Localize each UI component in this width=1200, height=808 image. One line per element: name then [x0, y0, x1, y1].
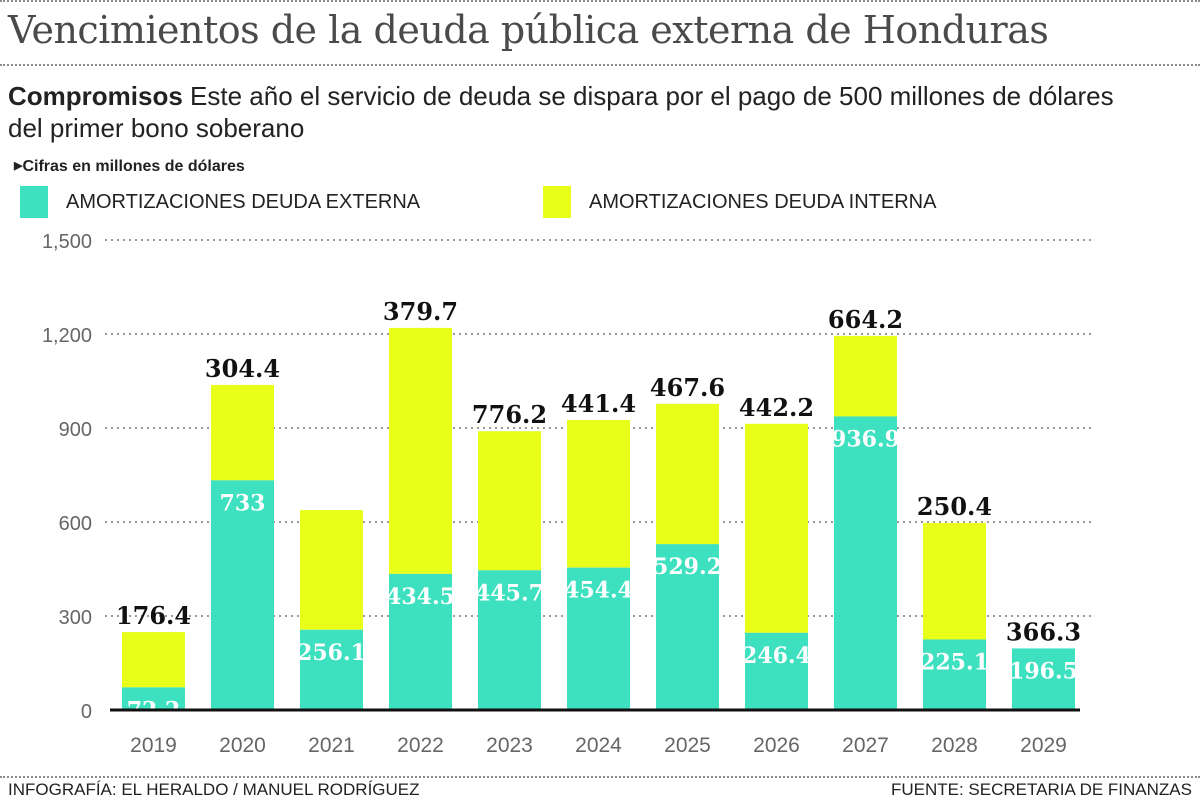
footer-credit: INFOGRAFÍA: EL HERALDO / MANUEL RODRÍGUE… — [8, 780, 420, 799]
data-labels: 72.2176.4733304.4256.1434.5379.7445.7776… — [116, 297, 1081, 723]
data-label-total: 366.3 — [1006, 617, 1081, 646]
y-tick-label: 900 — [59, 419, 92, 441]
data-label-total: 467.6 — [650, 373, 725, 402]
y-tick-label: 1,500 — [42, 231, 92, 253]
title-top-rule — [0, 0, 1200, 2]
data-label-total: 304.4 — [205, 354, 280, 383]
bar-segment-externa — [478, 570, 541, 710]
legend-label-externa: AMORTIZACIONES DEUDA EXTERNA — [66, 190, 421, 213]
bar-segment-externa — [923, 639, 986, 710]
data-label-total: 176.4 — [116, 601, 191, 630]
y-tick-label: 1,200 — [42, 325, 92, 347]
x-tick-label: 2021 — [308, 734, 355, 757]
x-tick-label: 2019 — [130, 734, 177, 757]
data-label-total: 776.2 — [472, 400, 547, 429]
bar-segment-externa — [745, 632, 808, 710]
x-tick-label: 2029 — [1020, 734, 1067, 757]
data-label-externa: 196.5 — [1009, 658, 1078, 684]
title-bottom-rule — [0, 64, 1200, 66]
y-tick-label: 0 — [81, 701, 92, 723]
bar-segment-externa — [211, 480, 274, 710]
legend-swatch-interna — [543, 186, 571, 218]
bar-segment-externa — [389, 573, 452, 710]
triangle-right-icon: ▶ — [14, 160, 23, 172]
x-tick-label: 2023 — [486, 734, 533, 757]
y-tick-label: 300 — [59, 607, 92, 629]
data-label-total: 250.4 — [917, 492, 992, 521]
data-label-externa: 445.7 — [475, 580, 544, 606]
page-title: Vencimientos de la deuda pública externa… — [8, 8, 1049, 52]
bar-segment-interna — [211, 384, 274, 481]
bar-segment-externa — [656, 544, 719, 710]
x-tick-label: 2020 — [219, 734, 266, 757]
bar-segment-externa — [567, 567, 630, 710]
footer-source: FUENTE: SECRETARIA DE FINANZAS — [890, 780, 1192, 799]
axes: 0 300 600 900 1,200 1,500 2019 2020 2021 2022 2023… — [42, 231, 1080, 757]
data-label-total: 442.2 — [739, 393, 814, 422]
legend-swatch-externa — [20, 186, 48, 218]
subtitle-text: Este año el servicio de deuda se dispara… — [8, 81, 1114, 143]
data-label-externa: 454.4 — [564, 578, 633, 604]
bar-segment-interna — [745, 423, 808, 633]
x-tick-label: 2025 — [664, 734, 711, 757]
bar-segment-externa — [122, 687, 185, 710]
legend-item-externa: AMORTIZACIONES DEUDA EXTERNA — [20, 186, 420, 218]
units-note: ▶Cifras en millones de dólares — [14, 158, 245, 176]
data-label-externa: 434.5 — [386, 584, 455, 610]
data-label-externa: 936.9 — [831, 426, 900, 452]
bar-segment-externa — [300, 629, 363, 710]
data-label-externa: 733 — [220, 490, 266, 516]
legend-label-interna: AMORTIZACIONES DEUDA INTERNA — [589, 190, 937, 213]
x-tick-label: 2022 — [397, 734, 444, 757]
bar-segment-interna — [923, 522, 986, 640]
data-label-total: 441.4 — [561, 389, 636, 418]
subtitle-lead: Compromisos — [8, 81, 183, 111]
data-label-externa: 225.1 — [920, 649, 989, 675]
bar-segment-externa — [1012, 648, 1075, 710]
x-tick-label: 2027 — [842, 734, 889, 757]
bar-segment-interna — [389, 327, 452, 574]
bar-segment-externa — [834, 416, 897, 710]
units-note-text: Cifras en millones de dólares — [22, 158, 245, 175]
x-tick-label: 2028 — [931, 734, 978, 757]
data-label-externa: 256.1 — [297, 640, 366, 666]
data-label-externa: 246.4 — [742, 643, 811, 669]
data-label-total: 664.2 — [828, 305, 903, 334]
bars — [122, 327, 1075, 710]
footer-rule — [0, 776, 1200, 778]
bar-segment-interna — [478, 431, 541, 571]
x-tick-label: 2026 — [753, 734, 800, 757]
bar-segment-interna — [656, 403, 719, 545]
data-label-total: 379.7 — [383, 297, 458, 326]
subtitle: Compromisos Este año el servicio de deud… — [8, 80, 1128, 144]
bar-segment-interna — [300, 510, 363, 630]
bar-segment-interna — [567, 420, 630, 568]
y-tick-label: 600 — [59, 513, 92, 535]
bar-segment-interna — [122, 632, 185, 688]
data-label-externa: 529.2 — [653, 554, 722, 580]
x-tick-label: 2024 — [575, 734, 622, 757]
bar-segment-interna — [834, 335, 897, 417]
legend-item-interna: AMORTIZACIONES DEUDA INTERNA — [543, 186, 936, 218]
